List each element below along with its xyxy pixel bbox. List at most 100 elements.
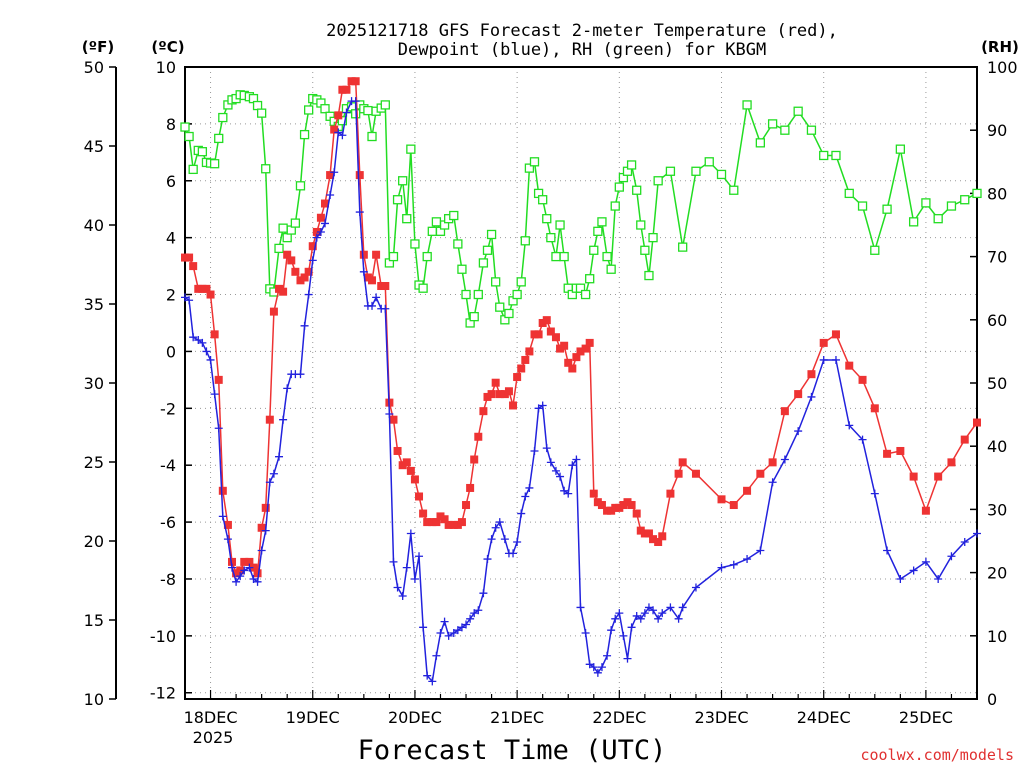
temperature-point xyxy=(858,375,867,384)
dewpoint-point xyxy=(597,663,606,672)
fahrenheit-tick-label: 40 xyxy=(84,216,104,235)
rh-point xyxy=(653,176,663,186)
dewpoint-point xyxy=(269,469,278,478)
dewpoint-point xyxy=(870,489,879,498)
celsius-tick-label: -2 xyxy=(160,399,176,418)
rh-point xyxy=(648,232,658,243)
rh-point xyxy=(214,133,224,144)
rh-point xyxy=(457,264,467,274)
dewpoint-point xyxy=(253,577,262,586)
rh-point xyxy=(337,116,348,126)
rh-point xyxy=(606,264,616,274)
rh-tick-label: 70 xyxy=(987,248,1007,267)
temperature-point xyxy=(232,569,241,578)
rh-point xyxy=(290,218,301,228)
temperature-point xyxy=(249,563,258,572)
rh-point xyxy=(380,100,390,110)
temperature-point xyxy=(453,520,462,529)
rh-point xyxy=(538,195,548,205)
fahrenheit-tick-label: 35 xyxy=(84,295,104,314)
temperature-point xyxy=(342,85,351,94)
dewpoint-point xyxy=(334,128,343,137)
rh-point xyxy=(209,159,220,169)
rh-point xyxy=(388,251,399,262)
rh-point xyxy=(593,226,603,236)
temperature-point xyxy=(581,344,590,353)
time-tick-label: 25DEC xyxy=(899,708,953,727)
temperature-point xyxy=(623,498,632,507)
temperature-point xyxy=(253,569,262,578)
temperature-point xyxy=(509,401,518,410)
rh-point xyxy=(278,223,288,233)
fahrenheit-tick-label: 30 xyxy=(84,374,104,393)
rh-point xyxy=(422,251,432,262)
rh-point xyxy=(644,270,654,281)
dewpoint-point xyxy=(210,390,219,399)
temperature-point xyxy=(415,492,424,501)
time-tick-label: 23DEC xyxy=(695,708,749,727)
dewpoint-point xyxy=(551,466,560,475)
dewpoint-point xyxy=(265,478,274,487)
dewpoint-point xyxy=(470,609,479,618)
temperature-point xyxy=(589,489,598,498)
dewpoint-point xyxy=(245,563,254,572)
dewpoint-point xyxy=(381,304,390,313)
rh-point xyxy=(512,289,522,300)
dewpoint-point xyxy=(338,131,347,140)
dewpoint-point xyxy=(393,583,402,592)
fahrenheit-tick-label: 10 xyxy=(84,690,104,709)
temperature-point xyxy=(934,472,943,481)
dewpoint-point xyxy=(444,631,453,640)
fahrenheit-axis: 10 15 20 25 30 35 40 45 50 xyxy=(84,58,116,709)
dewpoint-point xyxy=(491,523,500,532)
temperature-point xyxy=(500,390,509,399)
rh-point xyxy=(716,169,727,180)
dewpoint-point xyxy=(368,301,377,310)
rh-point xyxy=(469,311,479,322)
rh-point xyxy=(453,239,463,249)
temperature-point xyxy=(576,347,585,356)
dewpoint-point xyxy=(644,603,653,612)
dewpoint-point xyxy=(691,583,700,592)
rh-point xyxy=(252,100,263,111)
dewpoint-point xyxy=(611,614,620,623)
time-tick-label: 19DEC xyxy=(286,708,340,727)
temperature-point xyxy=(240,557,249,566)
dewpoint-point xyxy=(589,663,598,672)
dewpoint-point xyxy=(973,529,981,538)
temperature-point xyxy=(794,390,803,399)
rh-point xyxy=(555,220,565,230)
rh-point xyxy=(870,245,880,255)
rh-point xyxy=(473,289,483,300)
dewpoint-point xyxy=(500,535,509,544)
rh-point xyxy=(256,108,267,118)
temperature-point xyxy=(351,77,360,86)
rh-point xyxy=(704,157,714,167)
temperature-point xyxy=(568,364,577,373)
temperature-point xyxy=(304,267,313,276)
fahrenheit-axis-label: (ºF) xyxy=(82,38,114,56)
dewpoint-point xyxy=(449,629,458,638)
temperature-point xyxy=(218,486,227,495)
rh-tick-label: 60 xyxy=(987,311,1007,330)
celsius-tick-label: -6 xyxy=(160,513,176,532)
temperature-point xyxy=(607,506,616,515)
temperature-point xyxy=(210,330,219,339)
rh-point xyxy=(580,289,591,300)
dewpoint-point xyxy=(568,461,577,470)
rh-point xyxy=(524,163,535,173)
dewpoint-point xyxy=(619,631,628,640)
temperature-point xyxy=(419,509,428,518)
rh-axis-label: (RH) xyxy=(981,38,1019,56)
series-line xyxy=(184,100,978,684)
celsius-tick-label: 10 xyxy=(156,58,176,77)
temperature-point xyxy=(504,387,513,396)
temperature-point xyxy=(615,503,624,512)
temperature-point xyxy=(845,361,854,370)
temperature-point xyxy=(470,455,479,464)
temperature-point xyxy=(398,461,407,470)
dewpoint-point xyxy=(794,427,803,436)
dewpoint-point xyxy=(623,654,632,663)
temperature-point xyxy=(245,557,254,566)
